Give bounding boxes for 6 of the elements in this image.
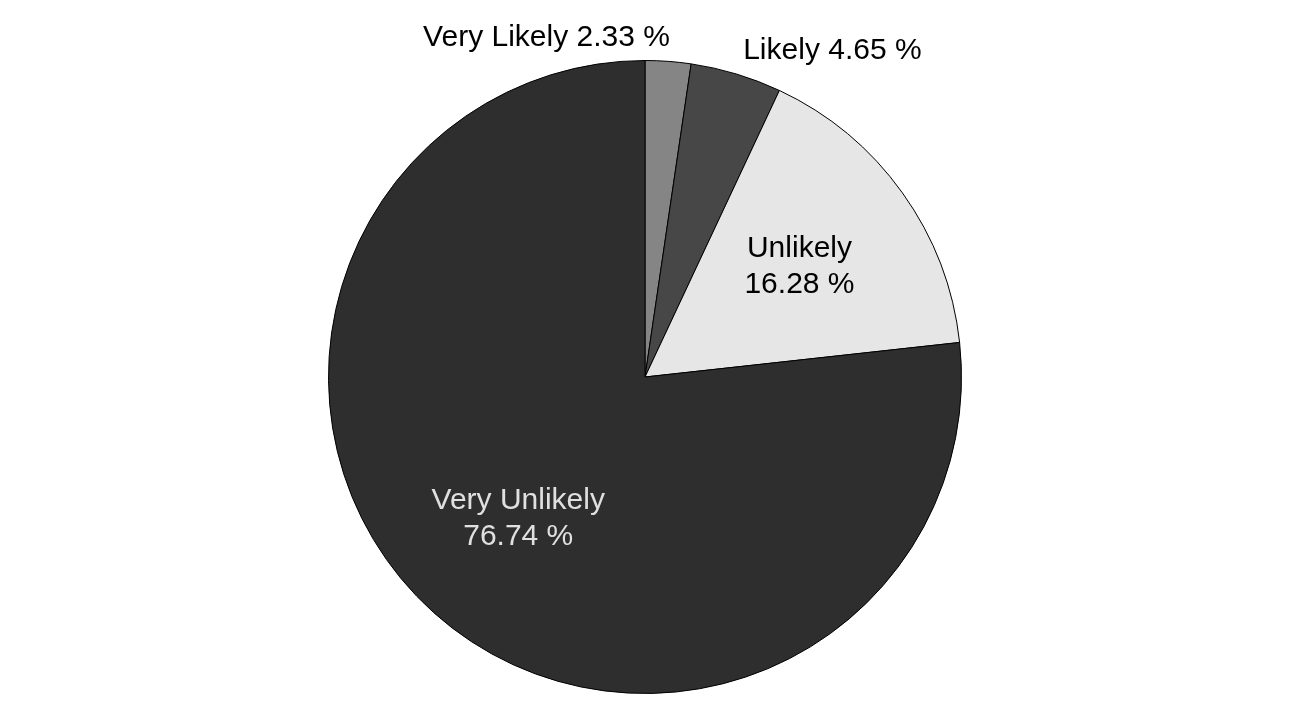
slice-label: Unlikely <box>746 229 852 263</box>
slice-label: Very Likely 2.33 % <box>423 18 670 52</box>
data-label: 16.28 % <box>744 265 855 299</box>
data-label: 76.74 % <box>463 517 574 551</box>
slice-label: Likely 4.65 % <box>743 32 922 66</box>
slice-label: Very Unlikely <box>431 481 605 515</box>
